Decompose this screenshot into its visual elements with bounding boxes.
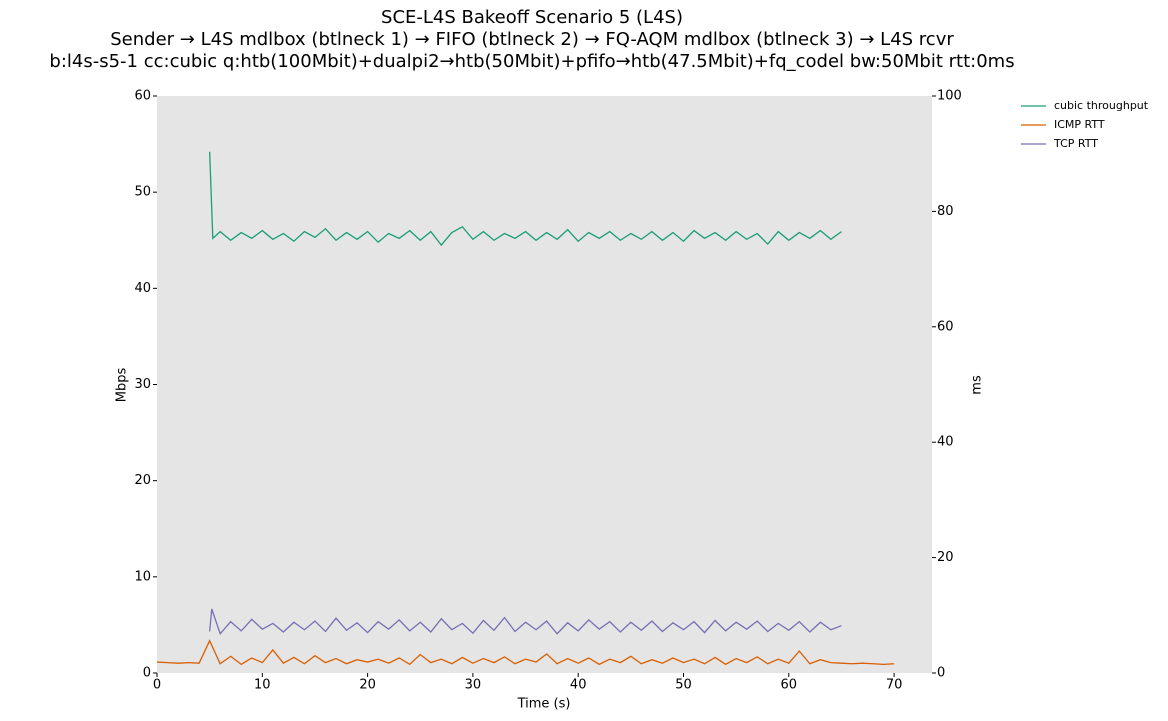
y-tick-label: 20 [134, 473, 151, 488]
x-tick-label: 60 [781, 678, 798, 693]
y-tick-label: 30 [134, 377, 151, 392]
y2-tick-label: 100 [937, 89, 962, 104]
x-tick-label: 30 [465, 678, 482, 693]
y2-tick-label: 80 [937, 204, 954, 219]
chart-subtitle: b:l4s-s5-1 cc:cubic q:htb(100Mbit)+dualp… [49, 51, 1014, 72]
y-axis-label: Mbps [115, 368, 130, 403]
x-tick-label: 20 [359, 678, 376, 693]
legend-label: TCP RTT [1053, 137, 1098, 150]
series-line [209, 151, 842, 247]
chart-title: SCE-L4S Bakeoff Scenario 5 (L4S) [381, 7, 683, 28]
y2-tick-label: 60 [937, 319, 954, 334]
x-tick-label: 50 [675, 678, 692, 693]
x-tick-label: 10 [254, 678, 271, 693]
x-tick-label: 70 [886, 678, 903, 693]
x-tick-label: 40 [570, 678, 587, 693]
chart-subtitle: Sender → L4S mdlbox (btlneck 1) → FIFO (… [110, 29, 954, 50]
y-tick-label: 10 [134, 569, 151, 584]
y2-tick-label: 0 [937, 666, 945, 681]
series-line [156, 639, 895, 666]
y2-axis-label: ms [970, 375, 985, 395]
y-tick-label: 60 [134, 89, 151, 104]
legend-label: cubic throughput [1054, 99, 1149, 112]
x-tick-label: 0 [153, 678, 161, 693]
y-tick-label: 50 [134, 185, 151, 200]
y-tick-label: 0 [143, 666, 151, 681]
y-tick-label: 40 [134, 281, 151, 296]
legend-label: ICMP RTT [1054, 118, 1105, 131]
y2-tick-label: 40 [937, 435, 954, 450]
x-axis-label: Time (s) [517, 697, 571, 712]
y2-tick-label: 20 [937, 550, 954, 565]
series-line [209, 608, 842, 636]
plot-area [157, 96, 932, 673]
